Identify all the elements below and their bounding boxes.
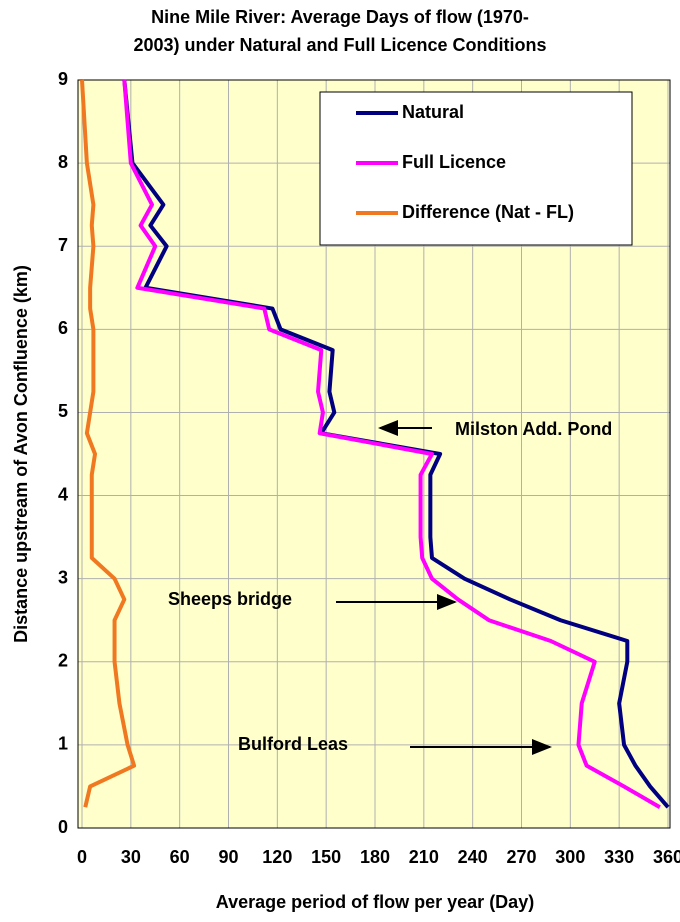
x-tick-label: 270 bbox=[506, 847, 536, 867]
y-tick-label: 7 bbox=[58, 235, 68, 255]
annotation: Sheeps bridge bbox=[168, 589, 292, 609]
series-line bbox=[122, 79, 661, 809]
annotation: Bulford Leas bbox=[238, 734, 348, 754]
y-axis-label: Distance upstream of Avon Confluence (km… bbox=[11, 265, 31, 643]
x-axis-label: Average period of flow per year (Day) bbox=[216, 892, 534, 912]
x-tick-label: 150 bbox=[311, 847, 341, 867]
x-tick-label: 30 bbox=[121, 847, 141, 867]
annotation: Milston Add. Pond bbox=[455, 419, 612, 439]
y-tick-label: 9 bbox=[58, 69, 68, 89]
y-tick-label: 6 bbox=[58, 318, 68, 338]
chart-title: Nine Mile River: Average Days of flow (1… bbox=[151, 7, 529, 27]
chart-title: 2003) under Natural and Full Licence Con… bbox=[133, 35, 546, 55]
plot-frame bbox=[77, 79, 671, 829]
legend bbox=[319, 91, 633, 246]
x-tick-label: 330 bbox=[604, 847, 634, 867]
legend-label: Full Licence bbox=[402, 152, 506, 172]
x-tick-label: 90 bbox=[218, 847, 238, 867]
x-tick-label: 360 bbox=[653, 847, 680, 867]
x-tick-label: 300 bbox=[555, 847, 585, 867]
series-lines bbox=[80, 79, 670, 809]
y-tick-label: 0 bbox=[58, 817, 68, 837]
y-tick-label: 5 bbox=[58, 401, 68, 421]
legend-label: Natural bbox=[402, 102, 464, 122]
x-tick-label: 0 bbox=[77, 847, 87, 867]
y-tick-label: 1 bbox=[58, 734, 68, 754]
y-tick-label: 3 bbox=[58, 567, 68, 587]
x-tick-label: 120 bbox=[262, 847, 292, 867]
x-tick-label: 240 bbox=[458, 847, 488, 867]
x-tick-label: 210 bbox=[409, 847, 439, 867]
y-tick-label: 2 bbox=[58, 651, 68, 671]
x-tick-label: 60 bbox=[170, 847, 190, 867]
y-tick-label: 8 bbox=[58, 152, 68, 172]
series-line bbox=[122, 79, 670, 809]
y-tick-label: 4 bbox=[58, 484, 68, 504]
x-tick-label: 180 bbox=[360, 847, 390, 867]
series-line bbox=[80, 79, 137, 808]
legend-label: Difference (Nat - FL) bbox=[402, 202, 574, 222]
legend-entries: Natural Full Licence Difference (Nat - FL) bbox=[356, 102, 574, 222]
